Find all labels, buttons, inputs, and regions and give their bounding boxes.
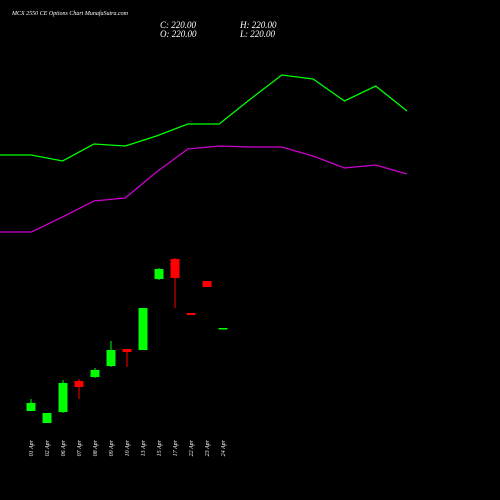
x-tick-label: 09 Apr (109, 439, 115, 456)
high-info: H: 220.00 (239, 20, 277, 30)
average-line (0, 74, 408, 162)
candle-body (106, 350, 116, 366)
x-tick-label: 15 Apr (157, 439, 163, 456)
x-tick-label: 07 Apr (77, 439, 83, 456)
x-tick-label: 13 Apr (141, 439, 147, 456)
close-info: C: 220.00 (160, 20, 197, 30)
candle-body (90, 370, 100, 377)
candle-body (138, 308, 148, 350)
candle-body (122, 349, 132, 352)
candle-body (74, 381, 84, 387)
candle-body (186, 313, 196, 315)
open-info: O: 220.00 (160, 29, 197, 39)
low-info: L: 220.00 (239, 29, 276, 39)
x-tick-label: 01 Apr (29, 439, 35, 456)
candle-body (170, 259, 180, 278)
candle-body (58, 383, 68, 412)
x-tick-label: 24 Apr (220, 439, 227, 456)
candle-body (218, 328, 228, 330)
x-tick-label: 23 Apr (205, 439, 211, 456)
x-tick-label: 10 Apr (125, 439, 131, 456)
x-tick-label: 02 Apr (45, 439, 51, 456)
x-tick-label: 17 Apr (173, 439, 179, 456)
candle-body (26, 403, 36, 411)
x-tick-label: 08 Apr (93, 439, 99, 456)
chart-title: MCX 2550 CE Options Chart MunafaSutra.co… (11, 10, 129, 17)
candle-body (154, 269, 164, 279)
x-tick-label: 22 Apr (189, 439, 195, 456)
candle-body (42, 413, 52, 423)
candle-body (202, 281, 212, 287)
x-tick-label: 06 Apr (61, 439, 67, 456)
average-line (0, 145, 408, 233)
